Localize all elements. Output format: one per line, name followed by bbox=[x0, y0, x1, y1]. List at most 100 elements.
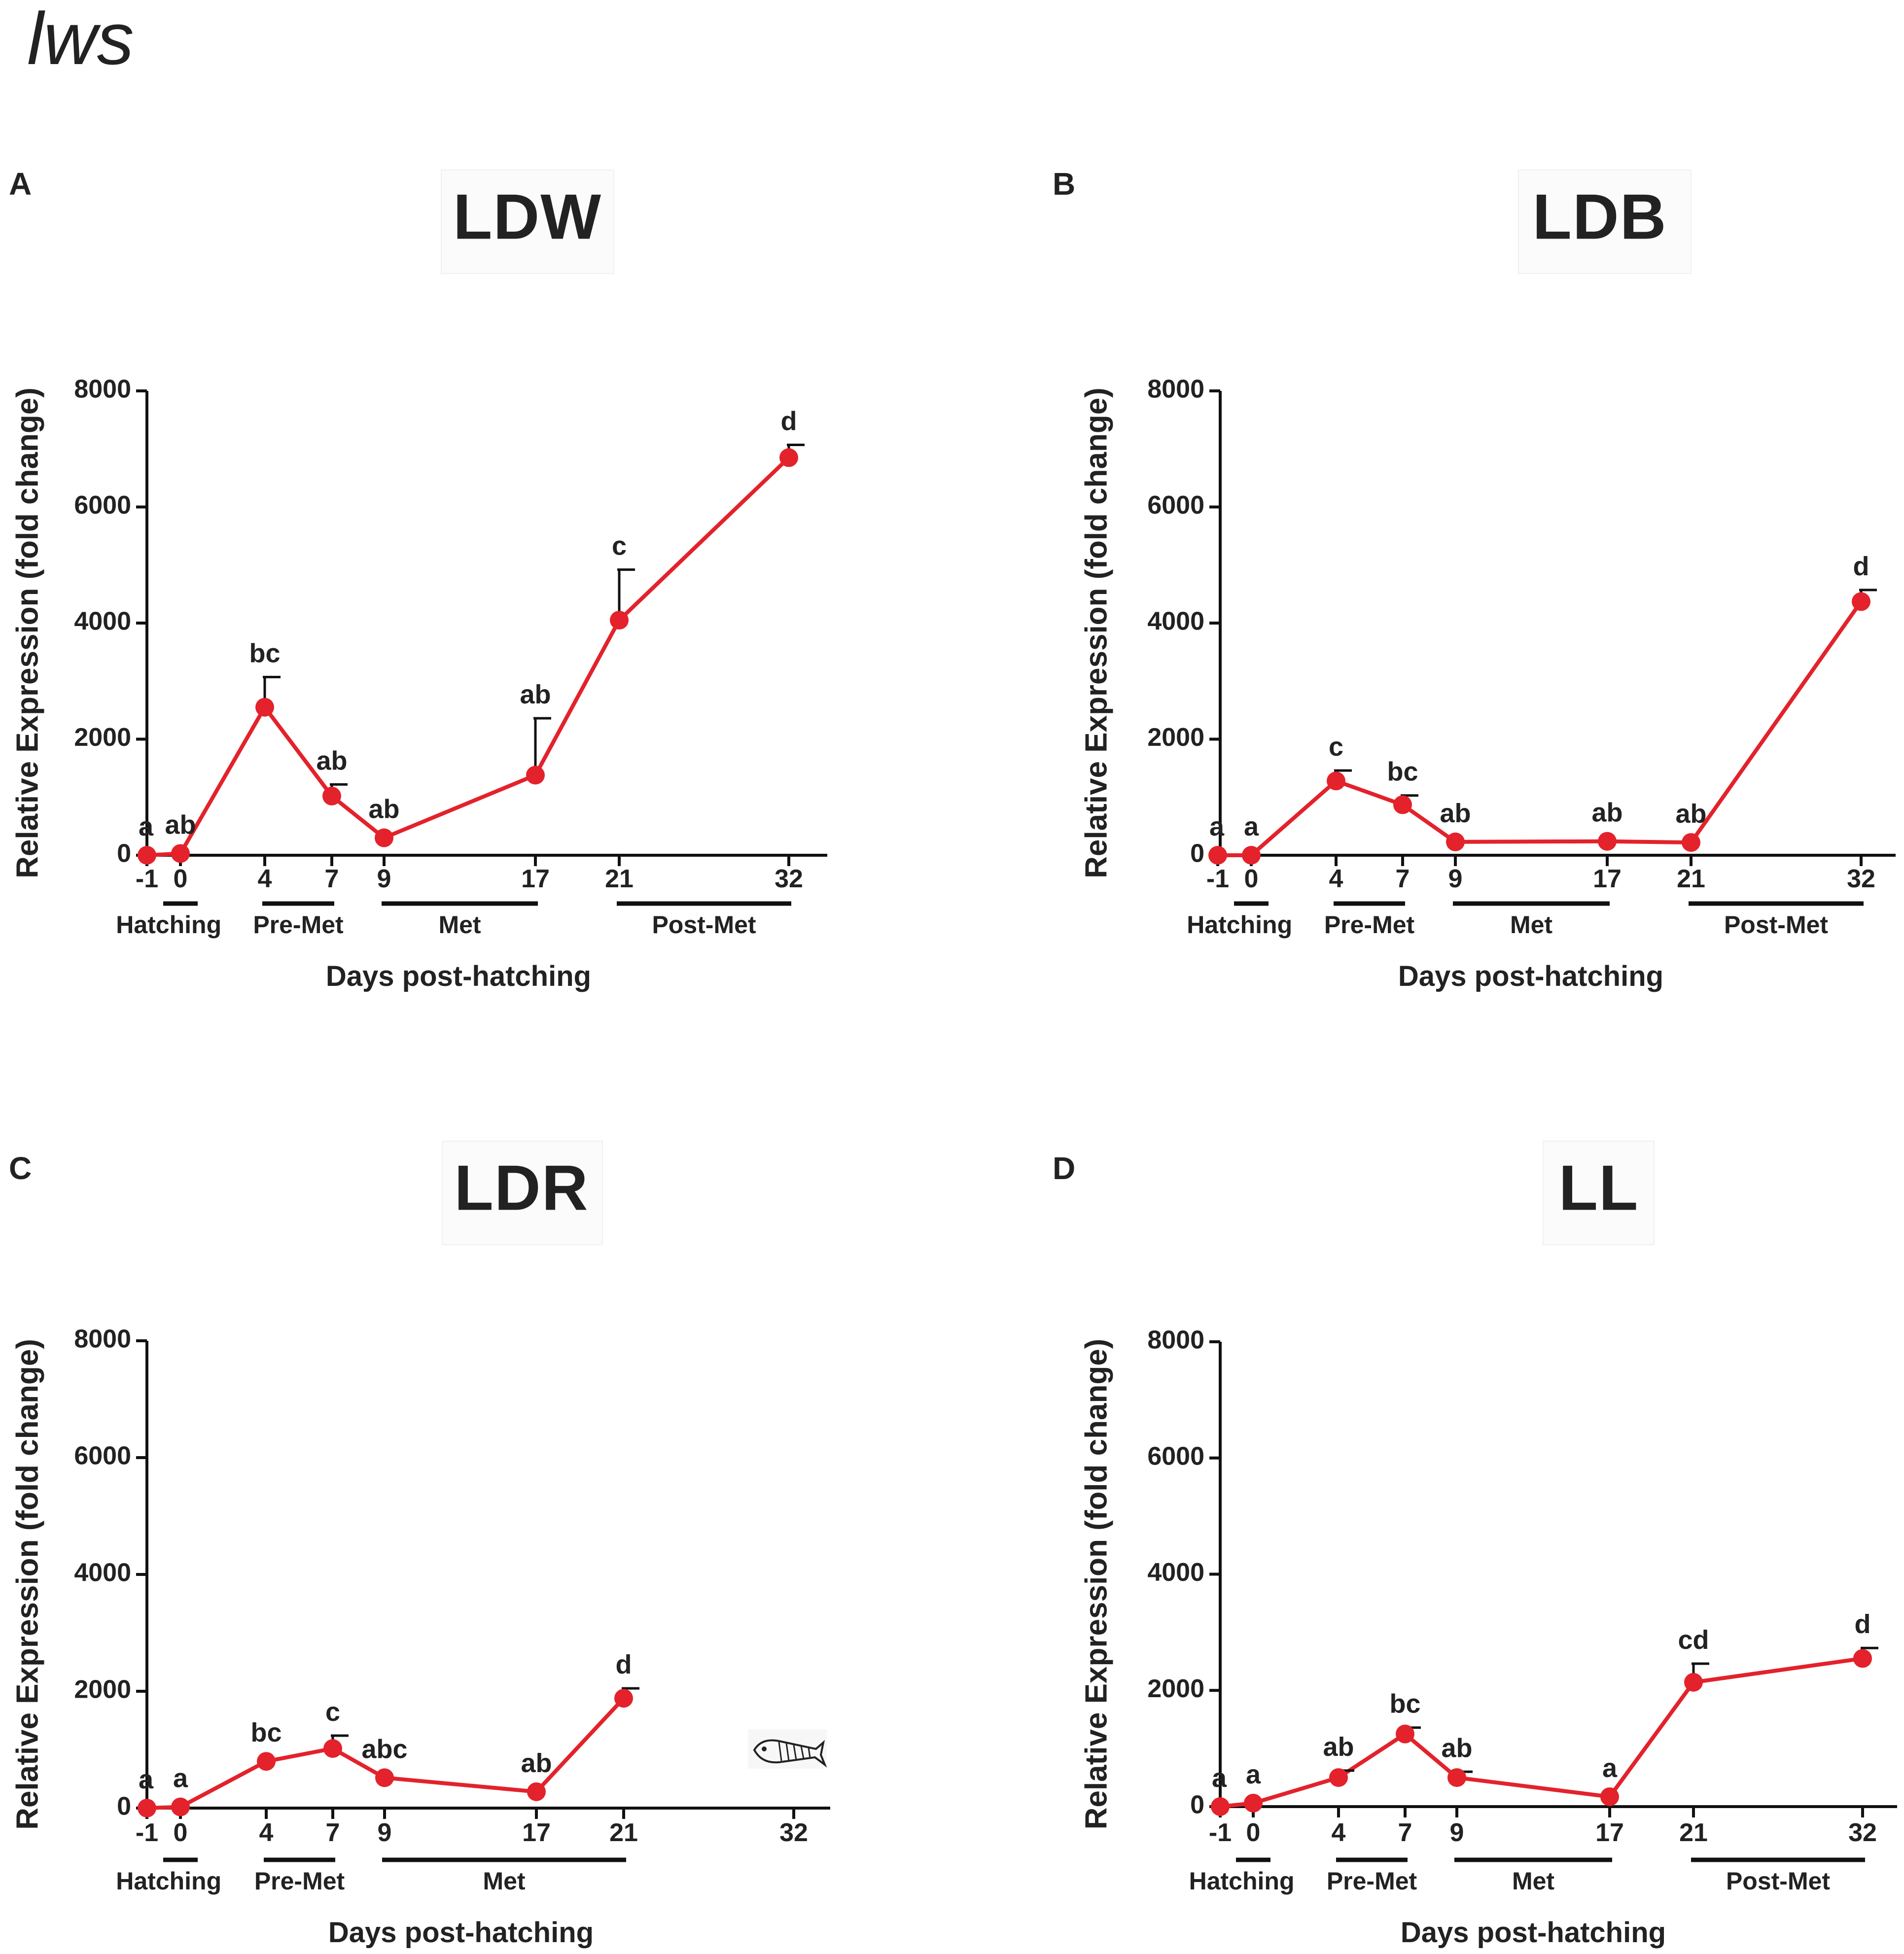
phase-label: Post-Met bbox=[1724, 911, 1828, 939]
data-point bbox=[1393, 795, 1412, 814]
series-line bbox=[1220, 1656, 1863, 1809]
significance-label: c bbox=[1329, 732, 1343, 762]
x-tick-label: 9 bbox=[1450, 1818, 1464, 1847]
panel-title-box bbox=[441, 170, 614, 274]
data-point bbox=[1684, 1673, 1703, 1692]
x-tick-label: 0 bbox=[1244, 865, 1259, 893]
fish-skeleton-icon bbox=[748, 1729, 827, 1769]
x-tick-label: 7 bbox=[1396, 865, 1410, 893]
data-point bbox=[138, 846, 156, 865]
significance-label: ab bbox=[165, 810, 196, 839]
x-tick-label: -1 bbox=[1206, 865, 1229, 893]
significance-label: ab bbox=[1440, 799, 1471, 828]
phase-label: Pre-Met bbox=[254, 1867, 345, 1895]
phase-label: Hatching bbox=[116, 1867, 221, 1895]
panel-letter: B bbox=[1053, 166, 1075, 202]
x-tick-label: -1 bbox=[136, 865, 158, 893]
x-tick-label: 32 bbox=[779, 1818, 808, 1847]
significance-label: a bbox=[139, 1765, 154, 1794]
data-point bbox=[1682, 833, 1700, 852]
x-axis-label: Days post-hatching bbox=[328, 1917, 594, 1949]
x-tick-label: 17 bbox=[1595, 1818, 1624, 1847]
x-tick-label: 0 bbox=[174, 1818, 188, 1847]
significance-label: d bbox=[781, 407, 797, 436]
phase-label: Hatching bbox=[1189, 1867, 1295, 1895]
figure-title: lws bbox=[27, 0, 134, 80]
significance-label: a bbox=[1602, 1753, 1618, 1783]
x-tick-label: 17 bbox=[1593, 865, 1622, 893]
x-tick-label: 7 bbox=[1398, 1818, 1412, 1847]
y-tick-label: 2000 bbox=[1147, 1675, 1204, 1703]
panel-title-box bbox=[1518, 170, 1692, 274]
significance-label: ab bbox=[1323, 1732, 1354, 1762]
data-point bbox=[322, 786, 341, 805]
y-tick-label: 2000 bbox=[74, 723, 131, 752]
significance-label: ab bbox=[521, 1748, 552, 1778]
data-point bbox=[527, 1782, 546, 1801]
y-tick-label: 6000 bbox=[1147, 491, 1204, 520]
significance-label: c bbox=[325, 1697, 340, 1727]
x-tick-label: -1 bbox=[136, 1818, 158, 1847]
data-point bbox=[779, 448, 798, 467]
series-line bbox=[1218, 600, 1863, 857]
y-tick-label: 2000 bbox=[1147, 723, 1204, 752]
y-tick-label: 4000 bbox=[74, 1559, 131, 1587]
x-tick-label: 4 bbox=[1329, 865, 1343, 893]
significance-label: a bbox=[1209, 812, 1225, 841]
significance-label: a bbox=[173, 1764, 188, 1793]
data-point bbox=[1600, 1787, 1619, 1806]
panel-title-box bbox=[1543, 1141, 1655, 1245]
x-tick-label: -1 bbox=[1209, 1818, 1232, 1847]
x-axis-label: Days post-hatching bbox=[326, 960, 591, 992]
y-tick-label: 8000 bbox=[1147, 375, 1204, 404]
significance-label: ab bbox=[1591, 798, 1622, 828]
significance-label: ab bbox=[368, 795, 399, 824]
phase-label: Met bbox=[1512, 1867, 1554, 1895]
panel-letter: D bbox=[1053, 1151, 1075, 1186]
phase-label: Hatching bbox=[1187, 911, 1292, 939]
significance-label: bc bbox=[1387, 757, 1418, 787]
data-point bbox=[610, 611, 629, 630]
x-tick-label: 21 bbox=[609, 1818, 638, 1847]
panel-title-box bbox=[442, 1141, 603, 1245]
phase-label: Met bbox=[1510, 911, 1552, 939]
panel-title: LDB bbox=[1532, 180, 1667, 252]
x-axis-label: Days post-hatching bbox=[1398, 960, 1663, 992]
data-point bbox=[323, 1739, 342, 1758]
y-tick-label: 8000 bbox=[74, 375, 131, 404]
series-line bbox=[146, 456, 790, 857]
x-tick-label: 0 bbox=[1246, 1818, 1261, 1847]
data-point bbox=[375, 828, 393, 847]
data-point bbox=[171, 844, 190, 863]
y-tick-label: 8000 bbox=[1147, 1326, 1204, 1355]
panel-title: LL bbox=[1559, 1151, 1639, 1223]
phase-label: Hatching bbox=[116, 911, 221, 939]
phase-label: Met bbox=[438, 911, 481, 939]
data-point bbox=[375, 1768, 394, 1787]
significance-label: d bbox=[1853, 552, 1869, 581]
panel-title: LDW bbox=[453, 180, 602, 252]
data-point bbox=[1852, 592, 1870, 611]
data-point bbox=[1396, 1724, 1414, 1744]
panel-title: LDR bbox=[454, 1151, 589, 1223]
significance-label: a bbox=[139, 812, 154, 841]
data-point bbox=[1329, 1768, 1348, 1787]
significance-label: a bbox=[1246, 1760, 1261, 1789]
data-point bbox=[171, 1797, 190, 1816]
phase-label: Met bbox=[483, 1867, 525, 1895]
data-point bbox=[1244, 1793, 1263, 1813]
data-point bbox=[1446, 832, 1465, 851]
phase-label: Pre-Met bbox=[1327, 1867, 1417, 1895]
significance-label: abc bbox=[361, 1734, 407, 1764]
y-tick-label: 2000 bbox=[74, 1675, 131, 1704]
x-tick-label: 4 bbox=[1332, 1818, 1346, 1847]
x-tick-label: 32 bbox=[1848, 1818, 1877, 1847]
x-tick-label: 4 bbox=[258, 865, 272, 893]
y-tick-label: 4000 bbox=[74, 607, 131, 636]
panel-letter: A bbox=[9, 166, 32, 202]
data-point bbox=[138, 1799, 156, 1817]
data-point bbox=[255, 698, 274, 717]
y-tick-label: 0 bbox=[1190, 839, 1204, 868]
